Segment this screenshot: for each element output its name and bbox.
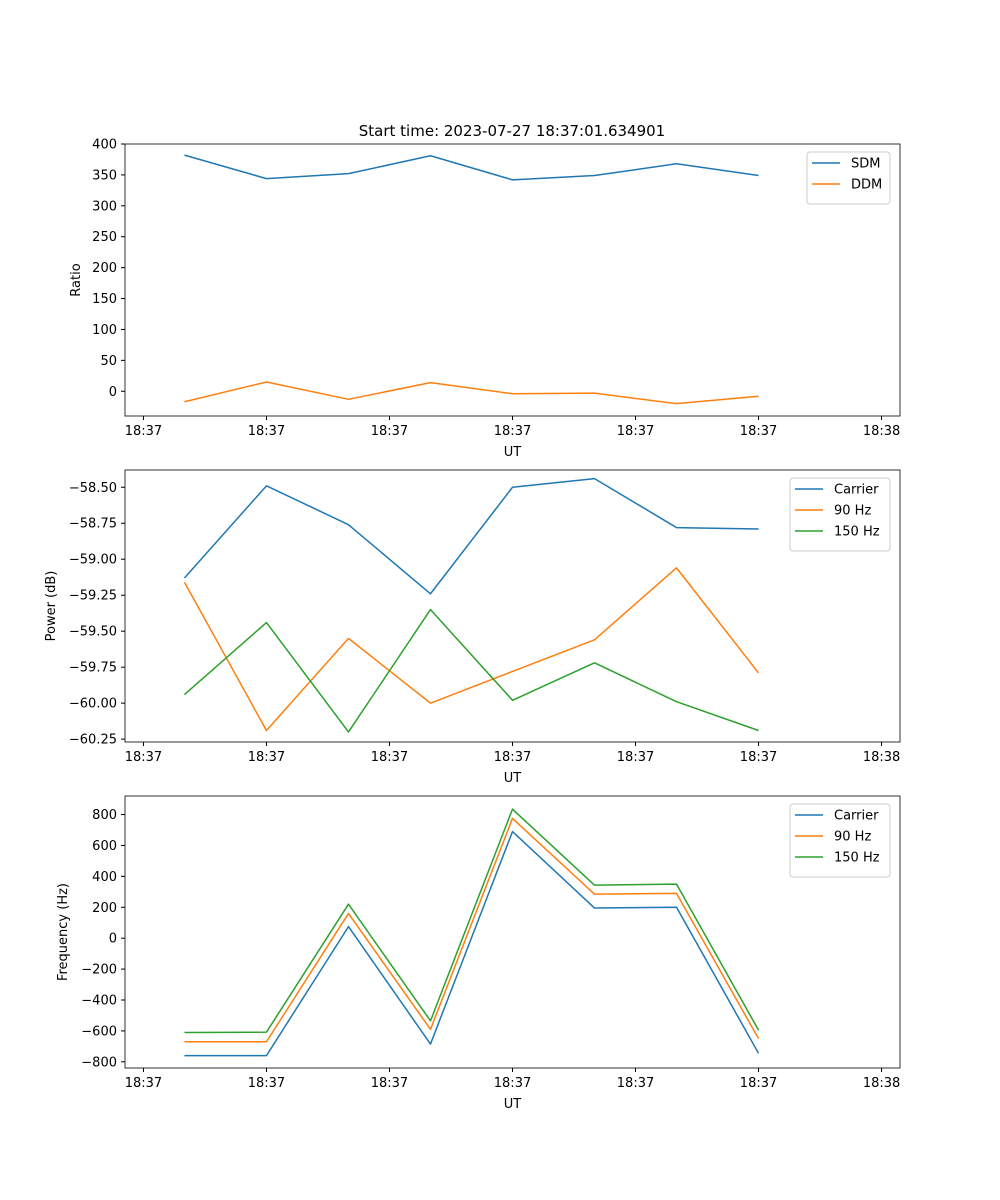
figure-title: Start time: 2023-07-27 18:37:01.634901 xyxy=(359,122,665,140)
legend-label: DDM xyxy=(851,178,882,193)
x-tick-label: 18:37 xyxy=(125,750,162,765)
y-tick-label: −60.00 xyxy=(69,697,117,712)
series-line-carrier xyxy=(184,830,760,1057)
legend: Carrier 90 Hz 150 Hz xyxy=(789,803,891,878)
x-tick-label: 18:37 xyxy=(617,424,654,439)
x-tick-label: 18:37 xyxy=(248,1076,285,1091)
x-tick-label: 18:37 xyxy=(371,750,408,765)
y-tick-label: 300 xyxy=(92,199,117,214)
x-tick-label: 18:37 xyxy=(740,750,777,765)
y-tick-label: 250 xyxy=(92,230,117,245)
series-line-150-hz xyxy=(184,808,760,1034)
subplot-1: 18:37 18:37 18:37 18:37 18:37 18:37 18:38 0 50 10… xyxy=(69,138,901,460)
x-axis-label: UT xyxy=(504,771,522,786)
x-tick-label: 18:37 xyxy=(494,1076,531,1091)
legend-label: 90 Hz xyxy=(834,504,871,519)
legend-label: Carrier xyxy=(834,809,879,824)
y-tick-label: −800 xyxy=(81,1055,117,1070)
legend-label: SDM xyxy=(851,157,880,172)
y-tick-label: 200 xyxy=(92,261,117,276)
y-tick-label: 400 xyxy=(92,870,117,885)
y-axis-label: Frequency (Hz) xyxy=(56,883,71,981)
series-line-150-hz xyxy=(183,608,759,733)
subplot-3: 18:37 18:37 18:37 18:37 18:37 18:37 18:38 −800 −… xyxy=(56,795,901,1112)
y-tick-label: 100 xyxy=(92,323,117,338)
y-tick-label: −600 xyxy=(81,1024,117,1039)
legend-label: 90 Hz xyxy=(834,830,871,845)
y-tick-label: −59.00 xyxy=(69,553,117,568)
x-axis-label: UT xyxy=(504,445,522,460)
y-tick-label: 50 xyxy=(100,354,117,369)
y-tick-label: 200 xyxy=(92,901,117,916)
x-tick-label: 18:37 xyxy=(617,750,654,765)
subplots: 18:37 18:37 18:37 18:37 18:37 18:37 18:38 0 50 10… xyxy=(44,138,901,1112)
x-tick-label: 18:37 xyxy=(125,1076,162,1091)
x-tick-label: 18:38 xyxy=(863,750,900,765)
x-tick-label: 18:37 xyxy=(617,1076,654,1091)
legend-label: 150 Hz xyxy=(834,851,880,866)
subplot-2: 18:37 18:37 18:37 18:37 18:37 18:37 18:38 −60.2… xyxy=(44,469,901,786)
y-tick-label: 400 xyxy=(92,138,117,153)
y-tick-label: −58.50 xyxy=(69,481,117,496)
y-tick-label: −200 xyxy=(81,963,117,978)
y-tick-label: −400 xyxy=(81,994,117,1009)
x-tick-label: 18:37 xyxy=(248,750,285,765)
series-line-sdm xyxy=(184,154,759,181)
y-tick-label: 0 xyxy=(109,932,117,947)
y-tick-label: −59.50 xyxy=(69,625,117,640)
legend: Carrier 90 Hz 150 Hz xyxy=(789,477,891,552)
y-tick-label: −60.25 xyxy=(69,733,117,748)
x-tick-label: 18:37 xyxy=(494,424,531,439)
legend-box xyxy=(806,151,891,205)
series-line-carrier xyxy=(183,477,759,595)
x-tick-label: 18:37 xyxy=(740,424,777,439)
x-tick-label: 18:37 xyxy=(494,750,531,765)
y-axis-label: Ratio xyxy=(69,263,84,296)
legend-box xyxy=(789,477,891,552)
axes-frame xyxy=(124,795,901,1069)
y-tick-label: −59.25 xyxy=(69,589,117,604)
y-tick-label: 0 xyxy=(109,385,117,400)
y-tick-label: −59.75 xyxy=(69,661,117,676)
legend-label: Carrier xyxy=(834,483,879,498)
y-tick-label: 600 xyxy=(92,839,117,854)
y-tick-label: −58.75 xyxy=(69,517,117,532)
series-line-90-hz xyxy=(184,817,760,1043)
axes-frame xyxy=(124,143,901,417)
x-tick-label: 18:38 xyxy=(863,1076,900,1091)
legend-label: 150 Hz xyxy=(834,525,880,540)
series-line-ddm xyxy=(184,381,759,405)
axes-frame xyxy=(124,469,901,743)
y-tick-label: 150 xyxy=(92,292,117,307)
legend: SDM DDM xyxy=(806,151,891,205)
legend-box xyxy=(789,803,891,878)
x-tick-label: 18:37 xyxy=(740,1076,777,1091)
x-tick-label: 18:37 xyxy=(248,424,285,439)
x-tick-label: 18:38 xyxy=(863,424,900,439)
x-tick-label: 18:37 xyxy=(371,424,408,439)
y-axis-label: Power (dB) xyxy=(44,571,59,642)
x-tick-label: 18:37 xyxy=(125,424,162,439)
y-tick-label: 800 xyxy=(92,808,117,823)
series-line-90-hz xyxy=(183,567,760,732)
x-axis-label: UT xyxy=(504,1097,522,1112)
x-tick-label: 18:37 xyxy=(371,1076,408,1091)
y-tick-label: 350 xyxy=(92,168,117,183)
